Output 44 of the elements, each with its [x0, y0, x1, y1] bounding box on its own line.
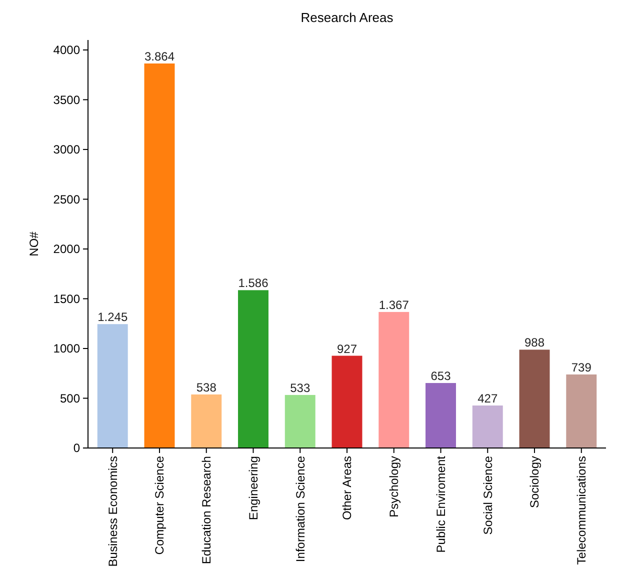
y-tick-label: 4000	[53, 43, 80, 58]
y-tick-label: 3500	[53, 92, 80, 107]
bar	[97, 324, 128, 448]
bar	[284, 394, 316, 448]
bar	[519, 350, 550, 448]
bar	[191, 394, 222, 448]
data-label: 739	[571, 360, 592, 374]
bar	[472, 406, 503, 448]
y-tick-label: 500	[60, 391, 80, 406]
y-tick-label: 1500	[53, 292, 80, 306]
y-tick-label: 2000	[53, 242, 80, 256]
data-label: 1.245	[98, 310, 128, 324]
y-tick-label: 1000	[53, 342, 80, 356]
x-tick-label: Telecommunications	[574, 456, 589, 565]
data-label: 1.367	[378, 298, 410, 312]
y-axis-title: NO#	[27, 231, 41, 256]
x-tick-label: Sociology	[528, 456, 542, 508]
x-tick-label: Information Science	[293, 456, 308, 562]
x-tick-label: Business Economics	[106, 456, 120, 567]
data-label: 538	[196, 380, 217, 394]
bar	[426, 383, 456, 448]
x-tick-label: Social Science	[480, 456, 495, 535]
x-tick-label: Engineering	[246, 456, 260, 520]
bar	[378, 312, 410, 448]
y-tick-label: 2500	[53, 192, 80, 206]
data-label: 927	[336, 342, 358, 356]
y-tick-label: 3000	[53, 142, 80, 157]
bar	[144, 63, 175, 448]
data-label: 3.864	[144, 49, 175, 64]
x-tick-label: Psychology	[387, 456, 402, 518]
data-label: 1.586	[238, 276, 269, 290]
bar	[238, 290, 268, 448]
data-label: 533	[290, 380, 310, 395]
x-tick-label: Computer Science	[152, 456, 167, 555]
data-label: 427	[478, 392, 498, 406]
x-tick-label: Other Areas	[340, 456, 354, 520]
y-tick-label: 0	[73, 441, 80, 456]
bar	[566, 374, 597, 448]
data-label: 988	[524, 336, 545, 350]
x-tick-label: Education Research	[200, 456, 214, 564]
data-label: 653	[430, 369, 452, 384]
chart-title: Research Areas	[300, 10, 394, 25]
x-tick-label: Public Enviroment	[434, 455, 448, 553]
bar	[332, 356, 362, 448]
